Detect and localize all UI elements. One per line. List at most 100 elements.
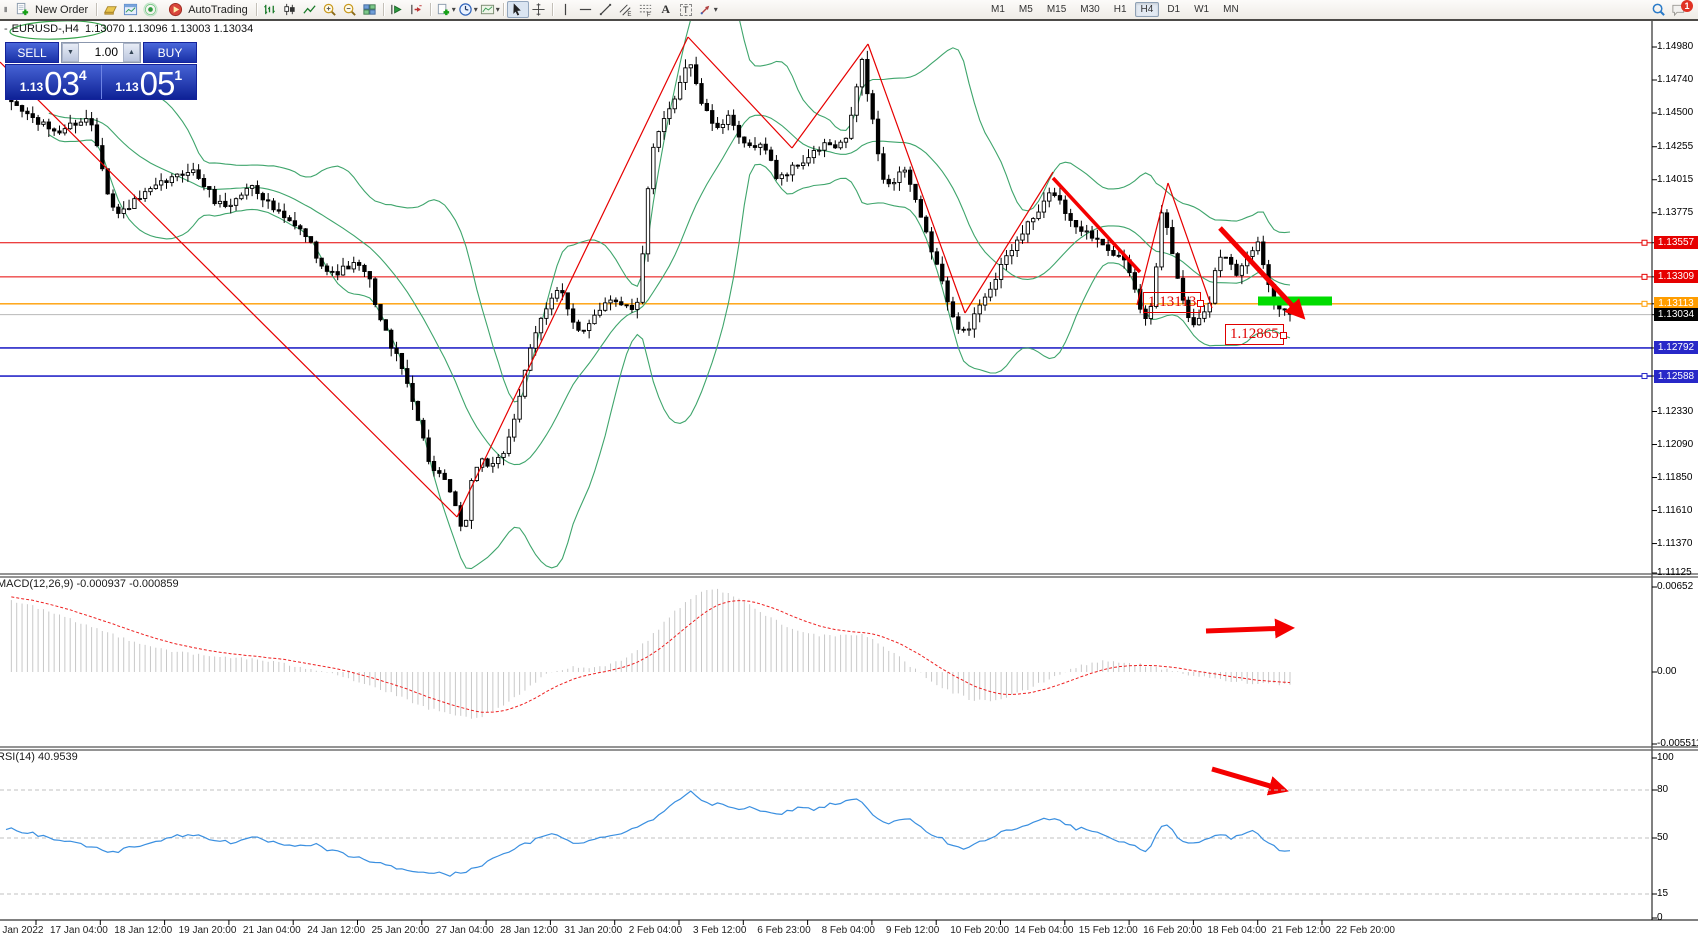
fibonacci-tool-icon[interactable]: F	[636, 1, 656, 18]
zoom-out-icon[interactable]	[340, 1, 360, 18]
text-label-tool-icon[interactable]: T	[676, 1, 696, 18]
line-chart-icon[interactable]	[300, 1, 320, 18]
toolbar-separator	[551, 3, 553, 16]
buy-price-display[interactable]: 1.13 05 1	[100, 65, 197, 102]
timeframe-button-d1[interactable]: D1	[1167, 4, 1181, 15]
price-axis-badge: 1.13034	[1654, 308, 1698, 322]
autotrading-button[interactable]: AutoTrading	[160, 1, 253, 18]
horizontal-line-tool-icon[interactable]	[576, 1, 596, 18]
buy-price-pip: 1	[174, 67, 183, 83]
one-click-trading-panel: SELL ▼ 1.00 ▲ BUY 1.13 03 4 1.13 05 1	[5, 42, 197, 100]
date-axis-label: 16 Feb 20:00	[1143, 925, 1203, 936]
autotrading-icon	[165, 1, 185, 18]
timeframe-button-h4[interactable]: H4	[1134, 2, 1160, 17]
price-annotation-box[interactable]: 1.12865	[1225, 324, 1287, 345]
price-axis-label: 1.11370	[1657, 537, 1693, 549]
metaeditor-icon[interactable]	[100, 1, 120, 18]
price-axis-badge: 1.13557	[1654, 236, 1698, 250]
rsi-axis-label: 50	[1657, 832, 1669, 843]
timeframe-button-m5[interactable]: M5	[1018, 4, 1033, 15]
templates-icon[interactable]	[478, 1, 498, 18]
chart-shift-icon[interactable]	[407, 1, 427, 18]
buy-price-prefix: 1.13	[115, 80, 139, 94]
templates-caret[interactable]: ▾	[495, 5, 500, 14]
auto-scroll-icon[interactable]	[387, 1, 407, 18]
arrows-caret[interactable]: ▾	[713, 5, 718, 14]
timeframe-button-m30[interactable]: M30	[1080, 4, 1100, 15]
price-axis-label: 1.12330	[1657, 405, 1694, 417]
buy-button[interactable]: BUY	[143, 42, 197, 63]
support-highlight-bar[interactable]	[1258, 296, 1332, 306]
timeframe-button-h1[interactable]: H1	[1113, 4, 1127, 15]
volume-increase-button[interactable]: ▲	[123, 43, 140, 62]
macd-signal-line	[11, 596, 1291, 713]
sell-price-display[interactable]: 1.13 03 4	[6, 65, 101, 102]
rsi-line	[5, 790, 1291, 877]
price-axis-label: 1.14500	[1657, 107, 1694, 119]
timeframe-button-m15[interactable]: M15	[1046, 4, 1067, 15]
rsi-axis-label: 15	[1657, 888, 1669, 899]
toolbar-separator	[382, 3, 384, 16]
bar-chart-icon[interactable]	[260, 1, 280, 18]
equidistant-channel-tool-icon[interactable]: E	[616, 1, 636, 18]
search-icon[interactable]	[1648, 1, 1668, 18]
buy-price-big: 05	[139, 65, 176, 102]
price-axis-badge: 1.12588	[1654, 369, 1698, 383]
volume-input[interactable]: 1.00	[94, 45, 118, 59]
sell-price-big: 03	[44, 65, 80, 102]
rsi-axis-label: 80	[1657, 784, 1669, 795]
price-axis-label: 1.14980	[1657, 41, 1694, 52]
date-axis-label: 6 Jan 2022	[0, 925, 44, 936]
sell-price-pip: 4	[78, 67, 87, 83]
toolbar-separator	[255, 3, 257, 16]
add-indicator-icon[interactable]	[434, 1, 454, 18]
rsi-axis-label: 100	[1657, 752, 1674, 763]
signals-icon[interactable]	[140, 1, 160, 18]
chat-bubble-icon[interactable]: 1	[1668, 0, 1693, 18]
macd-axis-label: 0.00652	[1657, 581, 1694, 592]
trendline-tool-icon[interactable]	[596, 1, 616, 18]
hand-drawn-circle-annotation	[9, 20, 107, 40]
macd-indicator-label: MACD(12,26,9) -0.000937 -0.000859	[0, 578, 179, 590]
add-indicator-caret[interactable]: ▾	[451, 5, 456, 14]
toolbar-separator	[502, 3, 504, 16]
price-axis-badge: 1.13113	[1654, 297, 1698, 311]
price-annotation-box[interactable]: 1.13113	[1143, 292, 1205, 313]
symbol-period-label: EURUSD-,H4	[11, 23, 79, 35]
chart-frame	[0, 20, 1698, 925]
price-axis-badge: 1.13309	[1654, 270, 1698, 284]
date-axis-label: 21 Jan 04:00	[242, 925, 301, 936]
horizontal-level-lines	[0, 239, 1652, 380]
timeframe-button-mn[interactable]: MN	[1223, 4, 1239, 15]
date-axis-label: 28 Jan 12:00	[500, 925, 558, 936]
volume-control: ▼ 1.00 ▲	[61, 42, 141, 63]
price-axis-label: 1.14015	[1657, 173, 1694, 185]
vertical-line-tool-icon[interactable]	[556, 1, 576, 18]
price-axis-label: 1.11850	[1657, 471, 1693, 483]
autotrading-label: AutoTrading	[188, 3, 248, 16]
periods-caret[interactable]: ▾	[473, 5, 478, 14]
volume-decrease-button[interactable]: ▼	[62, 43, 79, 62]
date-axis-label: 2 Feb 04:00	[628, 925, 683, 936]
periods-clock-icon[interactable]	[456, 1, 476, 18]
candlestick-chart-icon[interactable]	[280, 1, 300, 18]
market-window-icon[interactable]	[120, 1, 140, 18]
arrows-tool-icon[interactable]	[696, 1, 716, 18]
rsi-axis-label: 0	[1657, 912, 1663, 923]
crosshair-tool-icon[interactable]	[529, 1, 549, 18]
cursor-tool-icon[interactable]	[506, 1, 529, 18]
price-axis-label: 1.12090	[1657, 438, 1694, 450]
price-axis-badge: 1.12792	[1654, 341, 1698, 355]
zoom-in-icon[interactable]	[320, 1, 340, 18]
tile-windows-icon[interactable]	[360, 1, 380, 18]
clipped-icon	[0, 1, 7, 18]
timeframe-button-w1[interactable]: W1	[1194, 4, 1210, 15]
sell-button[interactable]: SELL	[5, 42, 59, 63]
timeframe-button-m1[interactable]: M1	[991, 4, 1005, 15]
date-axis-label: 15 Feb 12:00	[1078, 925, 1138, 936]
new-order-button[interactable]: New Order	[7, 1, 93, 18]
date-axis-label: 18 Feb 04:00	[1207, 925, 1267, 936]
text-tool-icon[interactable]: A	[661, 2, 671, 16]
